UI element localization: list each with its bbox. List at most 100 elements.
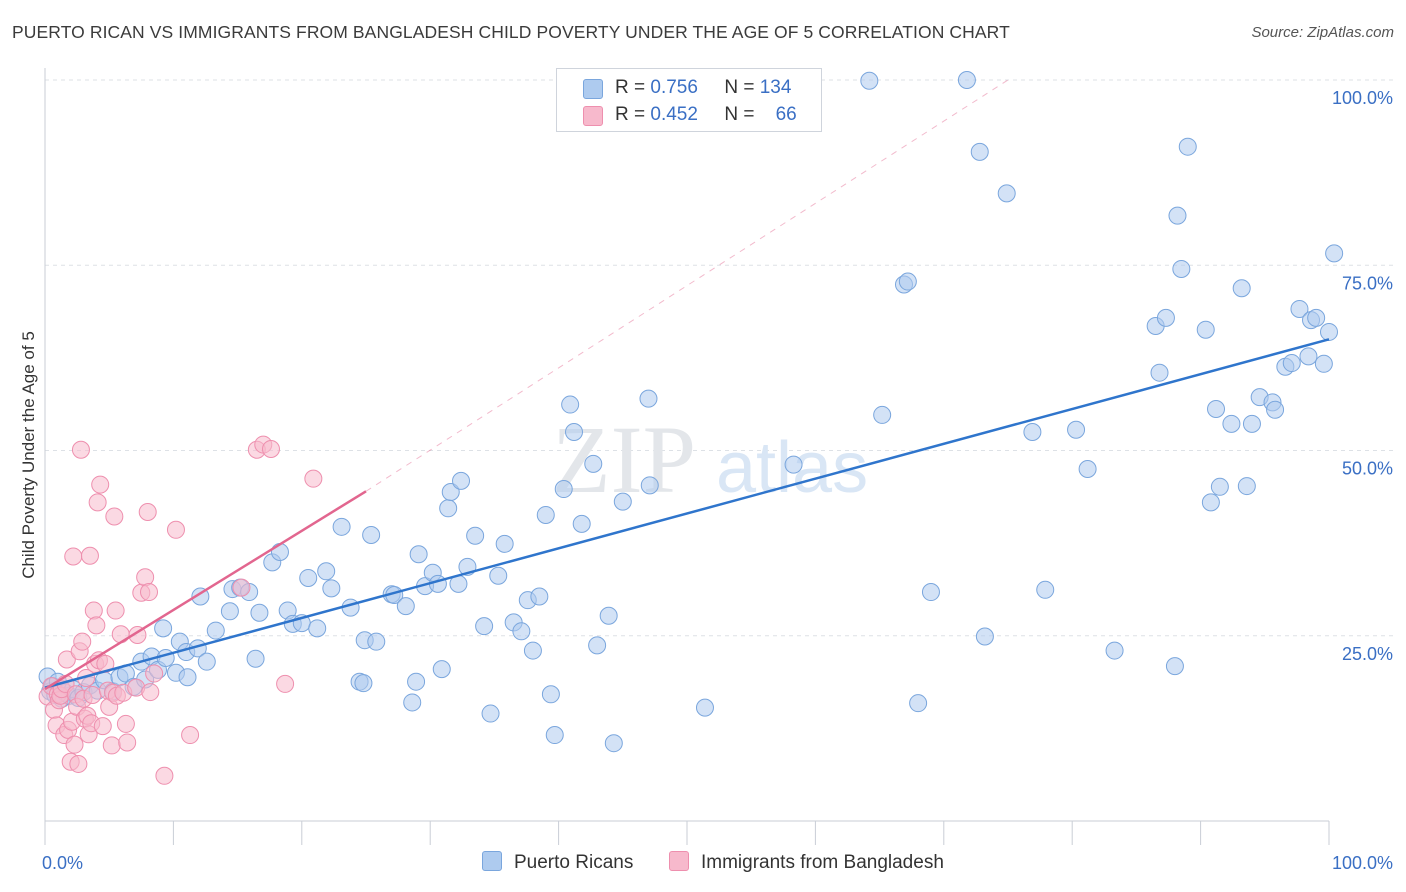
bangladesh-point xyxy=(64,547,83,566)
legend: R = 0.756 N = 134 R = 0.452 N = 66 xyxy=(556,68,822,132)
bangladesh-point xyxy=(73,632,92,651)
puerto-rican-point xyxy=(545,726,564,745)
puerto-rican-point xyxy=(523,641,542,660)
puerto-rican-point xyxy=(354,674,373,693)
legend-n-label: N = xyxy=(724,77,755,98)
puerto-rican-point xyxy=(308,619,327,638)
legend-n-value: 66 xyxy=(775,104,797,125)
puerto-rican-point xyxy=(1320,322,1338,341)
bangladesh-point xyxy=(93,717,112,736)
puerto-rican-point xyxy=(403,693,422,712)
bangladesh-point xyxy=(181,726,200,745)
puerto-rican-point xyxy=(997,184,1016,203)
puerto-rican-point xyxy=(466,526,485,545)
puerto-rican-point xyxy=(613,492,632,511)
puerto-rican-point xyxy=(640,476,659,495)
puerto-rican-point xyxy=(1237,477,1256,496)
puerto-rican-point xyxy=(481,704,500,723)
puerto-rican-point xyxy=(873,405,892,424)
puerto-rican-point xyxy=(1078,460,1097,479)
puerto-rican-point xyxy=(317,562,336,581)
bangladesh-point xyxy=(111,625,130,644)
puerto-rican-point xyxy=(975,627,994,646)
puerto-rican-point xyxy=(1210,477,1229,496)
puerto-rican-point xyxy=(970,142,989,161)
y-tick-label: 100.0% xyxy=(1332,88,1393,108)
legend-n-value: 134 xyxy=(759,77,792,98)
puerto-rican-point xyxy=(1266,400,1285,419)
puerto-rican-point xyxy=(432,660,451,679)
puerto-rican-point xyxy=(584,454,603,473)
tick-labels: 25.0% 50.0% 75.0% 100.0% 0.0% 100.0% xyxy=(42,88,1393,873)
puerto-rican-point xyxy=(1299,347,1318,366)
puerto-rican-point xyxy=(604,734,623,753)
puerto-rican-point xyxy=(588,636,607,655)
puerto-rican-point xyxy=(1201,493,1220,512)
bangladesh-point xyxy=(136,568,155,587)
trend-lines xyxy=(44,338,1330,691)
puerto-rican-point xyxy=(489,566,508,585)
puerto-rican-point xyxy=(957,71,976,89)
puerto-rican-point xyxy=(439,499,458,518)
source-label: Source: ZipAtlas.com xyxy=(1251,24,1394,41)
puerto-rican-point xyxy=(1172,259,1191,278)
puerto-rican-point xyxy=(197,652,216,671)
puerto-rican-point xyxy=(1207,400,1226,419)
puerto-rican-point xyxy=(396,597,415,616)
puerto-rican-point xyxy=(407,672,426,691)
puerto-rican-point xyxy=(541,685,560,704)
puerto-rican-point xyxy=(322,579,341,598)
puerto-rican-point xyxy=(1314,354,1333,373)
bangladesh-point xyxy=(140,583,159,602)
puerto-rican-point xyxy=(909,694,928,713)
bangladesh-point xyxy=(261,440,280,459)
puerto-rican-point xyxy=(246,649,265,668)
bangladesh-point xyxy=(105,507,124,526)
puerto-rican-point xyxy=(1165,657,1184,676)
bangladesh-point xyxy=(145,664,164,683)
bangladesh-point xyxy=(118,733,137,752)
y-axis-label: Child Poverty Under the Age of 5 xyxy=(19,331,38,579)
puerto-rican-point xyxy=(1023,422,1042,441)
puerto-rican-point xyxy=(921,583,940,602)
puerto-rican-point xyxy=(206,621,225,640)
bangladesh-point xyxy=(80,546,99,565)
bangladesh-point xyxy=(83,686,102,705)
puerto-rican-point xyxy=(1282,354,1301,373)
puerto-rican-point xyxy=(441,482,460,501)
blue-swatch-icon xyxy=(482,851,502,871)
puerto-rican-point xyxy=(270,543,289,562)
puerto-rican-point xyxy=(475,617,494,636)
puerto-rican-point xyxy=(1105,641,1124,660)
bangladesh-point xyxy=(116,714,135,733)
puerto-rican-point xyxy=(1232,279,1251,298)
puerto-rican-point xyxy=(530,587,549,606)
puerto-rican-point xyxy=(191,587,210,606)
puerto-rican-point xyxy=(178,668,197,687)
bangladesh-point xyxy=(138,503,157,522)
puerto-rican-point xyxy=(1325,244,1344,263)
puerto-rican-point xyxy=(561,395,580,414)
bangladesh-point xyxy=(232,578,251,597)
x-tick-label: 100.0% xyxy=(1332,853,1393,873)
puerto-rican-point xyxy=(1168,206,1187,225)
legend-r-label: R = xyxy=(615,77,646,98)
puerto-rican-point xyxy=(452,471,471,490)
puerto-rican-point xyxy=(332,517,351,536)
bangladesh-point xyxy=(106,601,125,620)
bottom-legend-bangladesh: Immigrants from Bangladesh xyxy=(669,851,944,874)
legend-r-label: R = xyxy=(615,104,646,125)
bottom-legend-label: Puerto Ricans xyxy=(514,852,634,873)
bangladesh-point xyxy=(166,520,185,539)
puerto-rican-point xyxy=(1156,308,1175,327)
x-tick-label: 0.0% xyxy=(42,853,83,873)
blue-swatch-icon xyxy=(583,79,603,99)
bangladesh-point xyxy=(91,475,110,494)
puerto-rican-point xyxy=(1178,137,1197,156)
bangladesh-point xyxy=(65,735,84,754)
y-tick-label: 25.0% xyxy=(1342,644,1393,664)
puerto-rican-point xyxy=(299,568,318,587)
bangladesh-point xyxy=(84,601,103,620)
legend-r-value: 0.756 xyxy=(650,77,698,98)
y-tick-label: 50.0% xyxy=(1342,459,1393,479)
